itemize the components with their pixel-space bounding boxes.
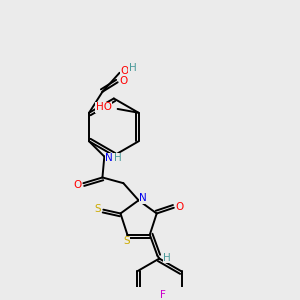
Text: S: S: [94, 204, 101, 214]
Text: O: O: [74, 180, 82, 190]
Text: H: H: [114, 153, 122, 164]
Text: N: N: [140, 194, 147, 203]
Text: O: O: [176, 202, 184, 212]
Text: H: H: [163, 253, 171, 262]
Text: H: H: [129, 63, 137, 73]
Text: HO: HO: [96, 102, 112, 112]
Text: F: F: [160, 290, 166, 300]
Text: S: S: [123, 236, 130, 246]
Text: N: N: [105, 153, 113, 164]
Text: O: O: [120, 66, 128, 76]
Text: O: O: [119, 76, 128, 86]
